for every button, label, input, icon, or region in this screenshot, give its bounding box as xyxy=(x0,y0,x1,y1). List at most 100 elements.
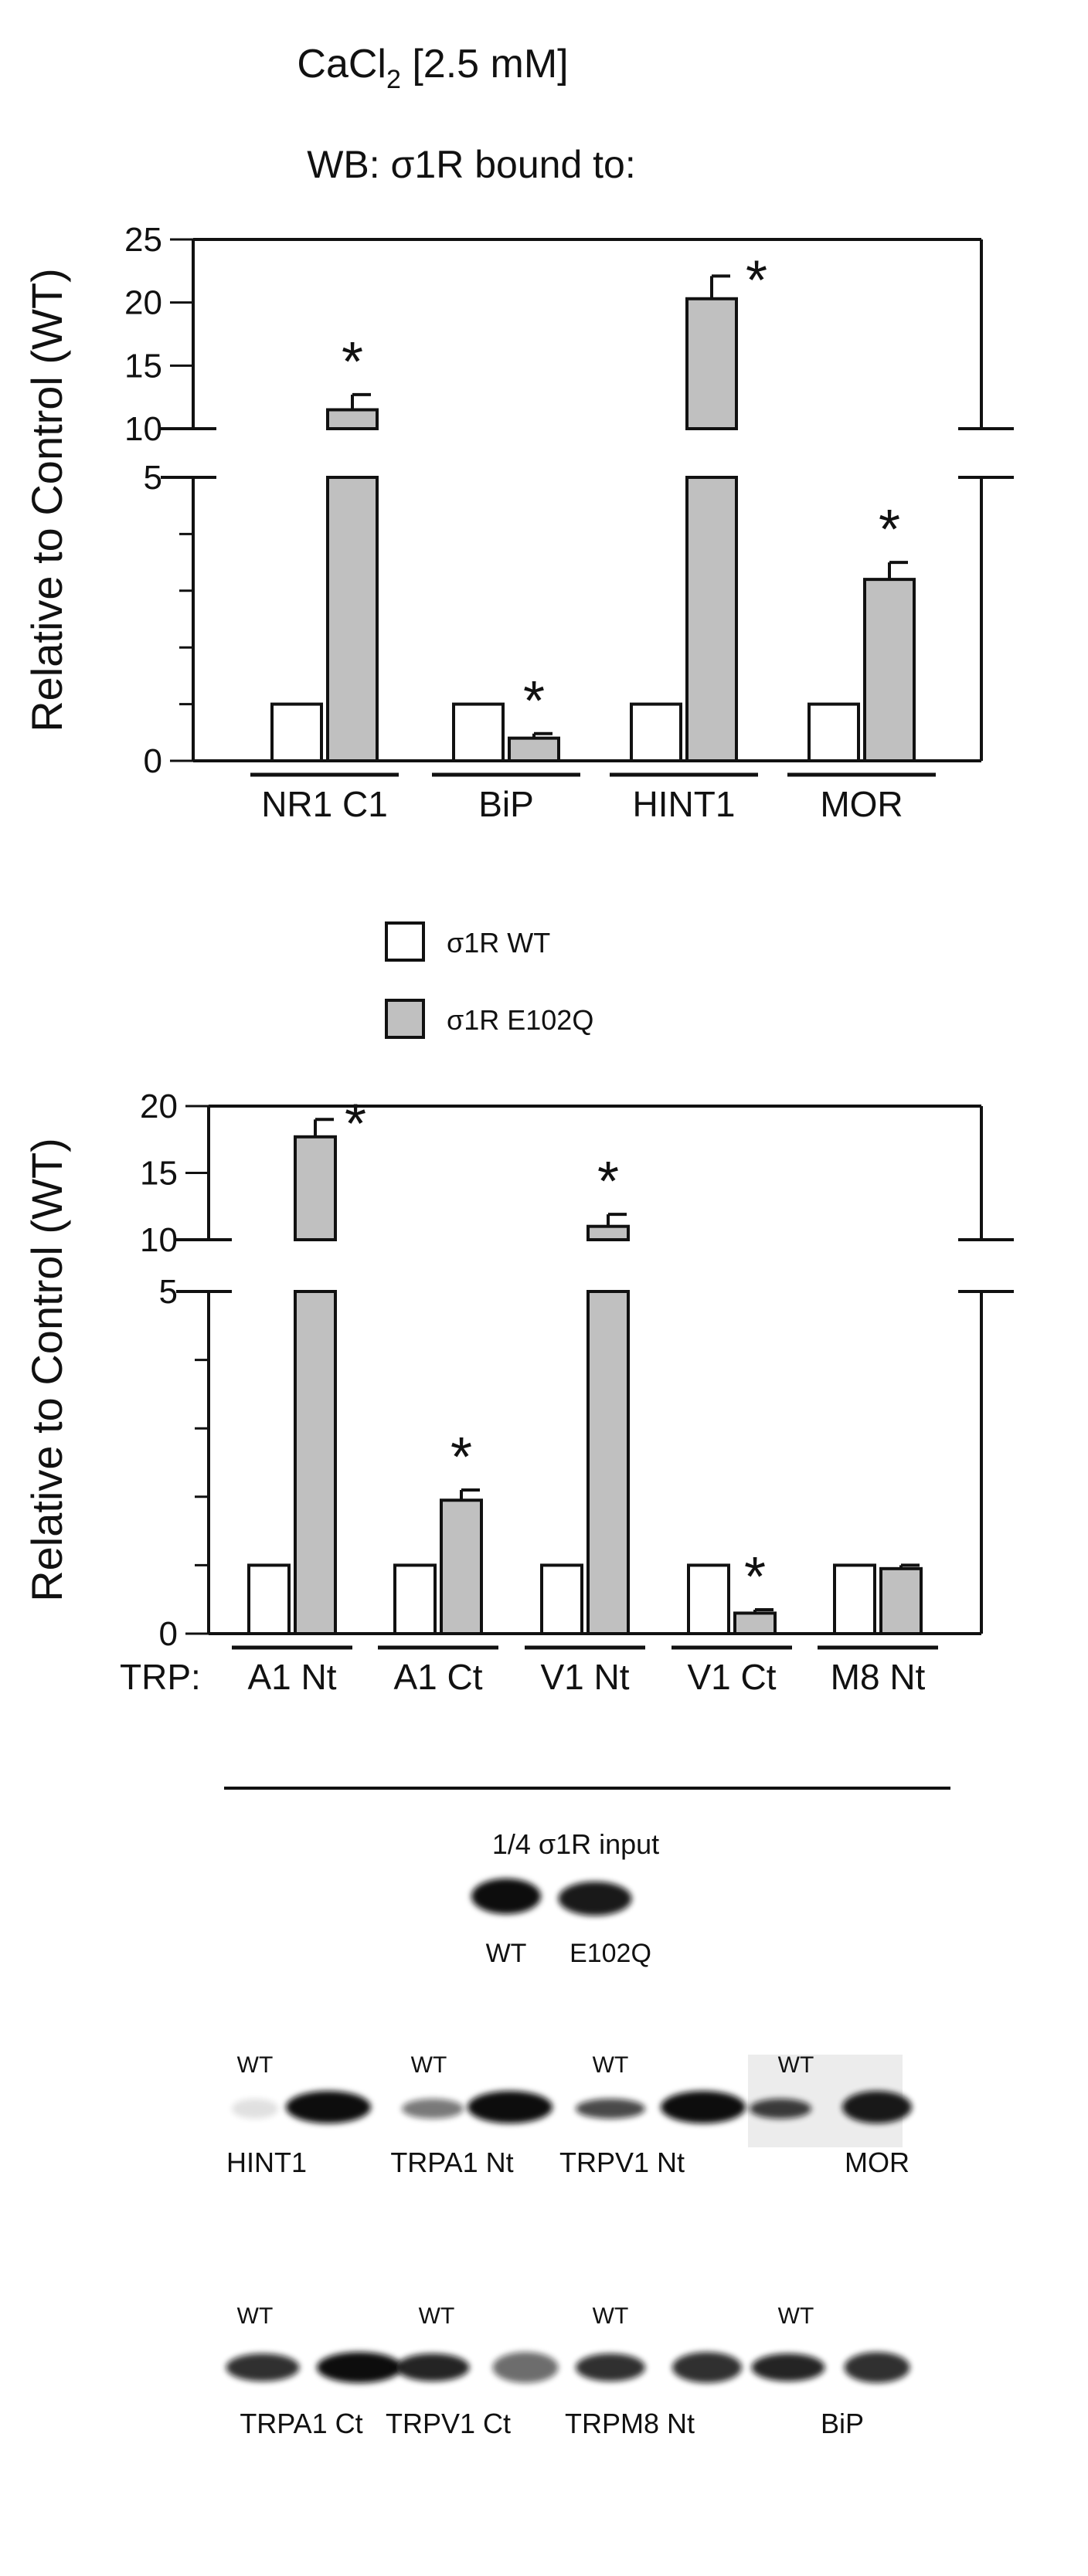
bar-wt-2 xyxy=(540,1563,583,1636)
legend-swatch-1 xyxy=(385,999,425,1039)
blot-label-1: TRPA1 Nt xyxy=(390,2147,513,2178)
bar-e102q-2 xyxy=(685,476,738,762)
legend: σ1R WT σ1R E102Q xyxy=(385,921,593,1039)
bar-e102q-3 xyxy=(863,578,916,762)
y-tick-label: 15 xyxy=(140,1155,178,1193)
blot-label-row2-2: TRPM8 Nt xyxy=(565,2408,695,2439)
blot-band-e102q xyxy=(672,2352,742,2383)
blot-label-row2-3: BiP xyxy=(821,2408,864,2439)
chart-subtitle: WB: σ1R bound to: xyxy=(307,143,636,186)
blot-band-e102q xyxy=(286,2091,371,2123)
input-band-e102q xyxy=(558,1882,632,1916)
chart-title: CaCl2 [2.5 mM] xyxy=(297,42,568,94)
bar-wt-0 xyxy=(247,1563,291,1636)
y-tick-label: 15 xyxy=(124,347,162,385)
bar-wt-3 xyxy=(687,1563,730,1636)
bar-wt-4 xyxy=(833,1563,876,1636)
input-band-wt xyxy=(471,1879,541,1914)
bar-e102q-2 xyxy=(586,1290,630,1635)
significance-star-0: * xyxy=(345,1093,366,1155)
significance-star-1: * xyxy=(523,670,545,732)
blot-band-wt xyxy=(576,2099,645,2119)
blot-band-wt xyxy=(232,2099,278,2119)
lane-marker-wt: WT xyxy=(778,2052,814,2078)
bar-e102q-4 xyxy=(879,1566,923,1635)
lane-marker-wt: WT xyxy=(778,2303,814,2329)
significance-star-3: * xyxy=(879,499,900,561)
y-tick-label: 10 xyxy=(140,1221,178,1259)
significance-star-3: * xyxy=(744,1546,766,1608)
input-label: 1/4 σ1R input xyxy=(492,1828,659,1860)
lane-marker-wt: WT xyxy=(419,2303,455,2329)
y-axis-label: Relative to Control (WT) xyxy=(22,268,71,732)
x-tick-label-0: NR1 C1 xyxy=(261,784,388,824)
lane-marker-wt: WT xyxy=(237,2052,274,2078)
significance-star-1: * xyxy=(450,1427,472,1488)
chart-2: 0 5 10 15 20 Relative to Control (WT) * A1 Nt * A… xyxy=(22,1088,1014,1697)
significance-star-2: * xyxy=(597,1151,619,1213)
y-tick-label: 20 xyxy=(140,1088,178,1125)
blot-band-e102q xyxy=(842,2091,912,2123)
bar-e102q-1 xyxy=(440,1498,483,1635)
y-tick-label: 10 xyxy=(124,410,162,448)
y-tick-label: 5 xyxy=(144,459,162,497)
bar-e102q-1 xyxy=(508,736,560,763)
blot-band-wt xyxy=(402,2099,464,2119)
x-tick-label-2: V1 Nt xyxy=(540,1657,629,1697)
y-axis-label: Relative to Control (WT) xyxy=(22,1138,71,1602)
significance-star-0: * xyxy=(342,331,363,393)
bar-wt-1 xyxy=(452,702,505,762)
blot-band-wt xyxy=(576,2354,645,2381)
lane-marker-wt: WT xyxy=(593,2303,629,2329)
blot-band-e102q xyxy=(468,2091,552,2123)
blot-label-row2-1: TRPV1 Ct xyxy=(386,2408,511,2439)
legend-label-1: σ1R E102Q xyxy=(447,1004,593,1036)
y-tick-label: 0 xyxy=(144,742,162,780)
blot-band-wt xyxy=(396,2354,470,2381)
bar-e102q-upper-2 xyxy=(586,1224,630,1241)
chart-1: 0 5 10 15 20 25 Relative to Control (WT) * NR1 C… xyxy=(22,221,1014,824)
legend-swatch-0 xyxy=(385,921,425,962)
blot-band-e102q xyxy=(661,2091,746,2123)
bar-e102q-0 xyxy=(294,1290,337,1635)
x-tick-label-1: BiP xyxy=(478,784,534,824)
y-tick-label: 25 xyxy=(124,221,162,259)
blot-label-3: MOR xyxy=(845,2147,910,2178)
western-blot-panel: 1/4 σ1R input WT E102Q WT WT WT WT HINT1 TRPA1 N… xyxy=(224,1787,950,2439)
blot-band-wt xyxy=(226,2354,300,2381)
x-tick-label-3: V1 Ct xyxy=(687,1657,776,1697)
bar-wt-0 xyxy=(270,702,323,762)
x-category-prefix: TRP: xyxy=(120,1657,201,1697)
x-tick-label-0: A1 Nt xyxy=(247,1657,336,1697)
lane-marker-wt: WT xyxy=(411,2052,447,2078)
legend-label-0: σ1R WT xyxy=(447,927,550,959)
x-tick-label-2: HINT1 xyxy=(633,784,736,824)
blot-band-e102q xyxy=(317,2352,402,2383)
x-tick-label-1: A1 Ct xyxy=(393,1657,482,1697)
lane-marker-wt: WT xyxy=(237,2303,274,2329)
bar-wt-1 xyxy=(393,1563,437,1636)
significance-star-2: * xyxy=(746,249,767,311)
y-tick-label: 0 xyxy=(159,1615,178,1653)
bar-e102q-0 xyxy=(326,476,379,762)
blot-band-wt xyxy=(750,2099,811,2119)
bar-wt-2 xyxy=(630,702,682,762)
bar-e102q-upper-0 xyxy=(326,408,379,430)
blot-band-e102q xyxy=(492,2352,559,2383)
blot-label-row2-0: TRPA1 Ct xyxy=(240,2408,362,2439)
bar-e102q-upper-0 xyxy=(294,1135,337,1242)
bar-wt-3 xyxy=(808,702,860,762)
bar-e102q-upper-2 xyxy=(685,297,738,430)
x-tick-label-3: MOR xyxy=(820,784,903,824)
input-lane-label-0: WT xyxy=(486,1939,527,1968)
blot-band-e102q xyxy=(844,2352,910,2383)
input-lane-label-1: E102Q xyxy=(570,1939,651,1968)
bar-e102q-3 xyxy=(733,1611,777,1635)
lane-marker-wt: WT xyxy=(593,2052,629,2078)
x-tick-label-4: M8 Nt xyxy=(831,1657,926,1697)
blot-band-wt xyxy=(751,2354,825,2381)
y-tick-label: 5 xyxy=(159,1273,178,1311)
blot-label-0: HINT1 xyxy=(226,2147,307,2178)
y-tick-label: 20 xyxy=(124,284,162,322)
